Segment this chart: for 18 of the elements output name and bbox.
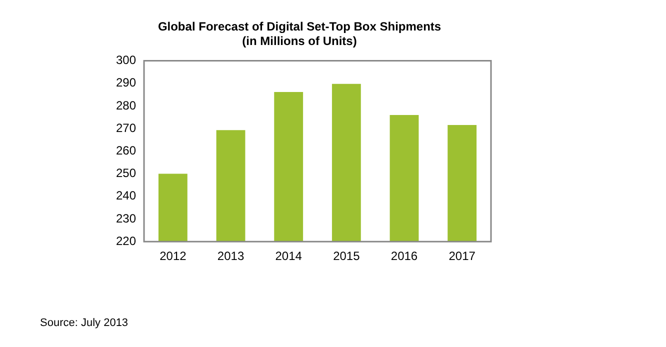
y-tick-label: 250	[116, 166, 136, 180]
x-tick-label: 2014	[275, 249, 302, 264]
x-tick-label: 2015	[333, 249, 360, 264]
y-tick-label: 240	[116, 188, 136, 203]
chart-subtitle: (in Millions of Units)	[242, 34, 357, 48]
x-tick-label: 2017	[448, 249, 476, 264]
y-tick-label: 290	[116, 76, 136, 90]
y-tick-label: 220	[116, 234, 136, 248]
x-tick-label: 2016	[390, 249, 418, 264]
y-tick-label: 260	[116, 144, 136, 158]
y-tick-label: 230	[116, 211, 136, 226]
y-tick-label: 270	[116, 120, 136, 135]
chart-title: Global Forecast of Digital Set-Top Box Shipments	[158, 20, 442, 34]
y-tick-label: 300	[116, 53, 136, 68]
source-note: Source: July 2013	[40, 317, 128, 330]
x-tick-label: 2012	[160, 249, 187, 264]
y-tick-label: 280	[116, 98, 136, 112]
x-tick-label: 2013	[217, 249, 244, 264]
